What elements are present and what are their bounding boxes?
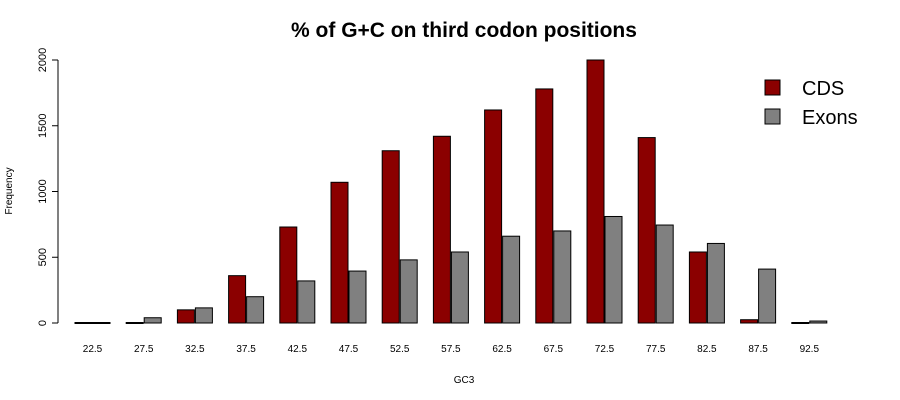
bar-cds-47.5 [330,181,349,324]
legend: CDS Exons [764,78,858,129]
bar-exons-92.5 [809,320,828,324]
y-tick-label: 0 [37,320,49,326]
bar-exons-32.5 [194,307,213,324]
y-tick-label: 1500 [37,114,49,138]
bar-cds-77.5 [637,137,656,324]
category-labels: 22.5 27.5 32.5 37.5 42.5 47.5 52.5 57.5 62.5 67.5… [83,344,820,355]
legend-label-cds: CDS [802,78,844,100]
bar-exons-82.5 [706,242,725,324]
x-category-label: 67.5 [544,344,564,355]
bar-exons-62.5 [502,235,521,324]
bar-cds-72.5 [586,59,605,324]
bar-exons-72.5 [604,215,623,324]
y-tick-label: 2000 [37,48,49,72]
x-category-label: 32.5 [185,344,205,355]
x-category-label: 77.5 [646,344,666,355]
bar-exons-67.5 [553,230,572,324]
bar-cds-27.5 [125,322,144,324]
x-category-label: 62.5 [492,344,512,355]
bars [74,59,828,324]
bar-exons-37.5 [246,296,265,324]
x-category-label: 27.5 [134,344,154,355]
x-axis-label: GC3 [454,375,475,386]
bar-exons-52.5 [399,259,418,324]
bar-cds-52.5 [381,150,400,324]
x-category-label: 22.5 [83,344,103,355]
chart-title: % of G+C on third codon positions [291,19,637,42]
x-category-label: 87.5 [748,344,768,355]
bar-exons-77.5 [655,224,674,324]
bar-cds-57.5 [432,135,451,324]
x-category-label: 82.5 [697,344,717,355]
bar-cds-67.5 [535,88,554,324]
legend-swatch-cds [764,79,781,96]
x-category-label: 52.5 [390,344,410,355]
x-category-label: 37.5 [236,344,256,355]
y-axis-label: Frequency [4,167,15,214]
bar-cds-37.5 [228,275,247,324]
y-tick-label: 1000 [37,179,49,203]
bar-exons-42.5 [297,280,316,324]
y-axis: 0 500 1000 1500 2000 [37,48,59,326]
legend-swatch-exons [764,108,781,125]
x-category-label: 57.5 [441,344,461,355]
bar-exons-22.5 [92,322,111,324]
x-category-label: 42.5 [288,344,308,355]
bar-exons-47.5 [348,270,367,324]
x-category-label: 72.5 [595,344,615,355]
legend-label-exons: Exons [802,107,858,129]
bar-cds-87.5 [740,319,759,324]
bar-exons-87.5 [758,268,777,324]
y-tick-label: 500 [37,248,49,266]
bar-cds-22.5 [74,322,93,324]
bar-cds-82.5 [688,251,707,324]
x-category-label: 47.5 [339,344,359,355]
bar-cds-32.5 [176,309,195,324]
bar-cds-62.5 [484,109,503,324]
bar-cds-92.5 [791,322,810,324]
bar-exons-27.5 [143,317,162,324]
x-category-label: 92.5 [800,344,820,355]
bar-cds-42.5 [279,226,298,324]
bar-exons-57.5 [450,251,469,324]
